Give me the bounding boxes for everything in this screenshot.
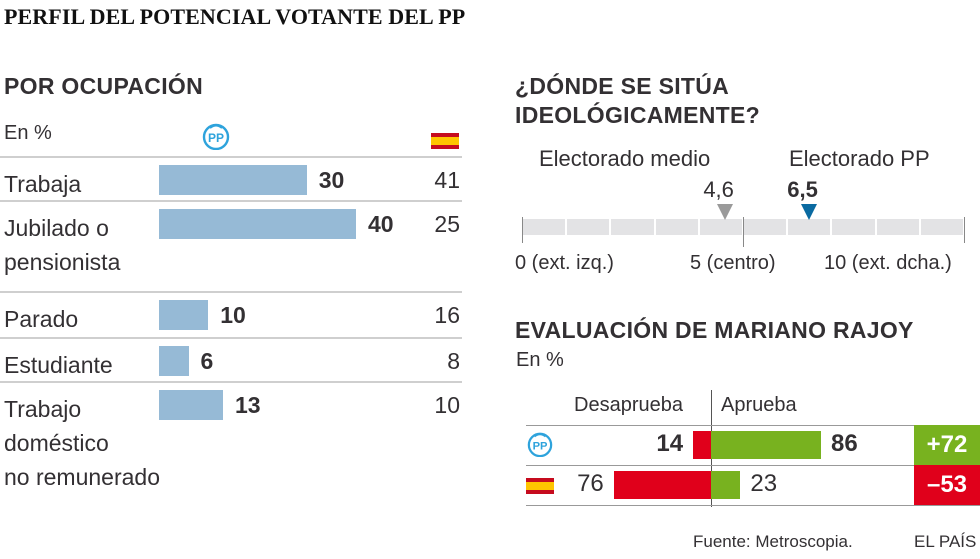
pp-value-label: 10 bbox=[220, 302, 246, 328]
disapprove-bar bbox=[613, 471, 711, 499]
pp-value-label: 6 bbox=[200, 348, 214, 374]
spain-value-label: 25 bbox=[434, 211, 460, 237]
evaluation-unit-label: En % bbox=[516, 349, 564, 371]
pp-electorate-label: Electorado PP bbox=[789, 146, 930, 171]
pp-value-label: 13 bbox=[235, 392, 261, 418]
pp-logo-icon: PP bbox=[202, 123, 230, 150]
scale-tick-max bbox=[964, 217, 965, 243]
category-label: no remunerado bbox=[4, 464, 160, 490]
scale-tick-center bbox=[743, 217, 744, 247]
occupation-unit-label: En % bbox=[4, 122, 52, 144]
evaluation-title: EVALUACIÓN DE MARIANO RAJOY bbox=[515, 317, 914, 343]
divider bbox=[0, 156, 462, 158]
row-divider bbox=[0, 200, 462, 202]
spain-flag-icon bbox=[431, 133, 459, 149]
category-label: Parado bbox=[4, 306, 79, 332]
scale-tick-min bbox=[522, 217, 523, 243]
approve-value-label: 86 bbox=[831, 430, 858, 457]
approve-bar bbox=[711, 471, 741, 499]
occupation-title: POR OCUPACIÓN bbox=[4, 73, 203, 99]
pp-bar bbox=[159, 390, 224, 420]
spain-value-label: 8 bbox=[447, 348, 460, 374]
row-divider bbox=[526, 465, 980, 466]
disapprove-value-label: 76 bbox=[577, 470, 604, 497]
pp-bar bbox=[159, 300, 209, 330]
source-note: Fuente: Metroscopia. bbox=[693, 532, 853, 551]
average-electorate-value: 4,6 bbox=[703, 177, 734, 202]
scale-segment bbox=[744, 219, 787, 235]
disapprove-header: Desaprueba bbox=[574, 394, 683, 416]
spain-flag-icon bbox=[526, 478, 554, 494]
average-electorate-label: Electorado medio bbox=[539, 146, 711, 171]
scale-segment bbox=[788, 219, 831, 235]
category-label: Jubilado o bbox=[4, 215, 109, 241]
category-label: Estudiante bbox=[4, 352, 113, 378]
pp-value-label: 30 bbox=[318, 167, 345, 193]
average-electorate-marker bbox=[717, 204, 734, 220]
scale-segment bbox=[699, 219, 742, 235]
row-divider bbox=[0, 291, 462, 293]
spain-value-label: 16 bbox=[434, 302, 460, 328]
row-divider bbox=[0, 337, 462, 339]
row-divider bbox=[526, 425, 980, 426]
category-label: doméstico bbox=[4, 430, 109, 456]
scale-segment bbox=[876, 219, 919, 235]
pp-bar bbox=[159, 165, 307, 195]
scale-segment bbox=[523, 219, 566, 235]
svg-text:PP: PP bbox=[533, 441, 548, 453]
approve-header: Aprueba bbox=[721, 394, 797, 416]
disapprove-value-label: 14 bbox=[656, 430, 684, 457]
pp-electorate-marker bbox=[801, 204, 818, 220]
page-title: PERFIL DEL POTENCIAL VOTANTE DEL PP bbox=[4, 4, 466, 29]
scale-label-min: 0 (ext. izq.) bbox=[515, 252, 614, 274]
scale-label-max: 10 (ext. dcha.) bbox=[824, 252, 952, 274]
row-divider bbox=[0, 381, 462, 383]
net-balance-badge: +72 bbox=[914, 425, 980, 465]
category-label: pensionista bbox=[4, 249, 121, 275]
disapprove-bar bbox=[693, 431, 711, 459]
pp-bar bbox=[159, 209, 356, 239]
row-divider bbox=[526, 505, 980, 506]
spain-value-label: 41 bbox=[434, 167, 460, 193]
pp-electorate-value: 6,5 bbox=[787, 177, 818, 202]
scale-segment bbox=[832, 219, 875, 235]
approve-bar bbox=[711, 431, 821, 459]
net-balance-badge: –53 bbox=[914, 465, 980, 505]
ideology-title-line-2: IDEOLÓGICAMENTE? bbox=[515, 102, 761, 128]
spain-value-label: 10 bbox=[434, 392, 460, 418]
scale-segment bbox=[655, 219, 698, 235]
category-label: Trabaja bbox=[4, 171, 82, 197]
scale-segment bbox=[920, 219, 963, 235]
scale-segment bbox=[567, 219, 610, 235]
pp-bar bbox=[159, 346, 189, 376]
scale-label-center: 5 (centro) bbox=[690, 252, 776, 274]
ideology-title-line-1: ¿DÓNDE SE SITÚA bbox=[515, 73, 730, 99]
scale-segment bbox=[611, 219, 654, 235]
pp-value-label: 40 bbox=[368, 211, 394, 237]
brand-credit: EL PAÍS bbox=[914, 532, 977, 551]
svg-text:PP: PP bbox=[208, 131, 224, 145]
pp-logo-icon: PP bbox=[527, 432, 553, 457]
category-label: Trabajo bbox=[4, 396, 82, 422]
approve-value-label: 23 bbox=[750, 470, 778, 497]
